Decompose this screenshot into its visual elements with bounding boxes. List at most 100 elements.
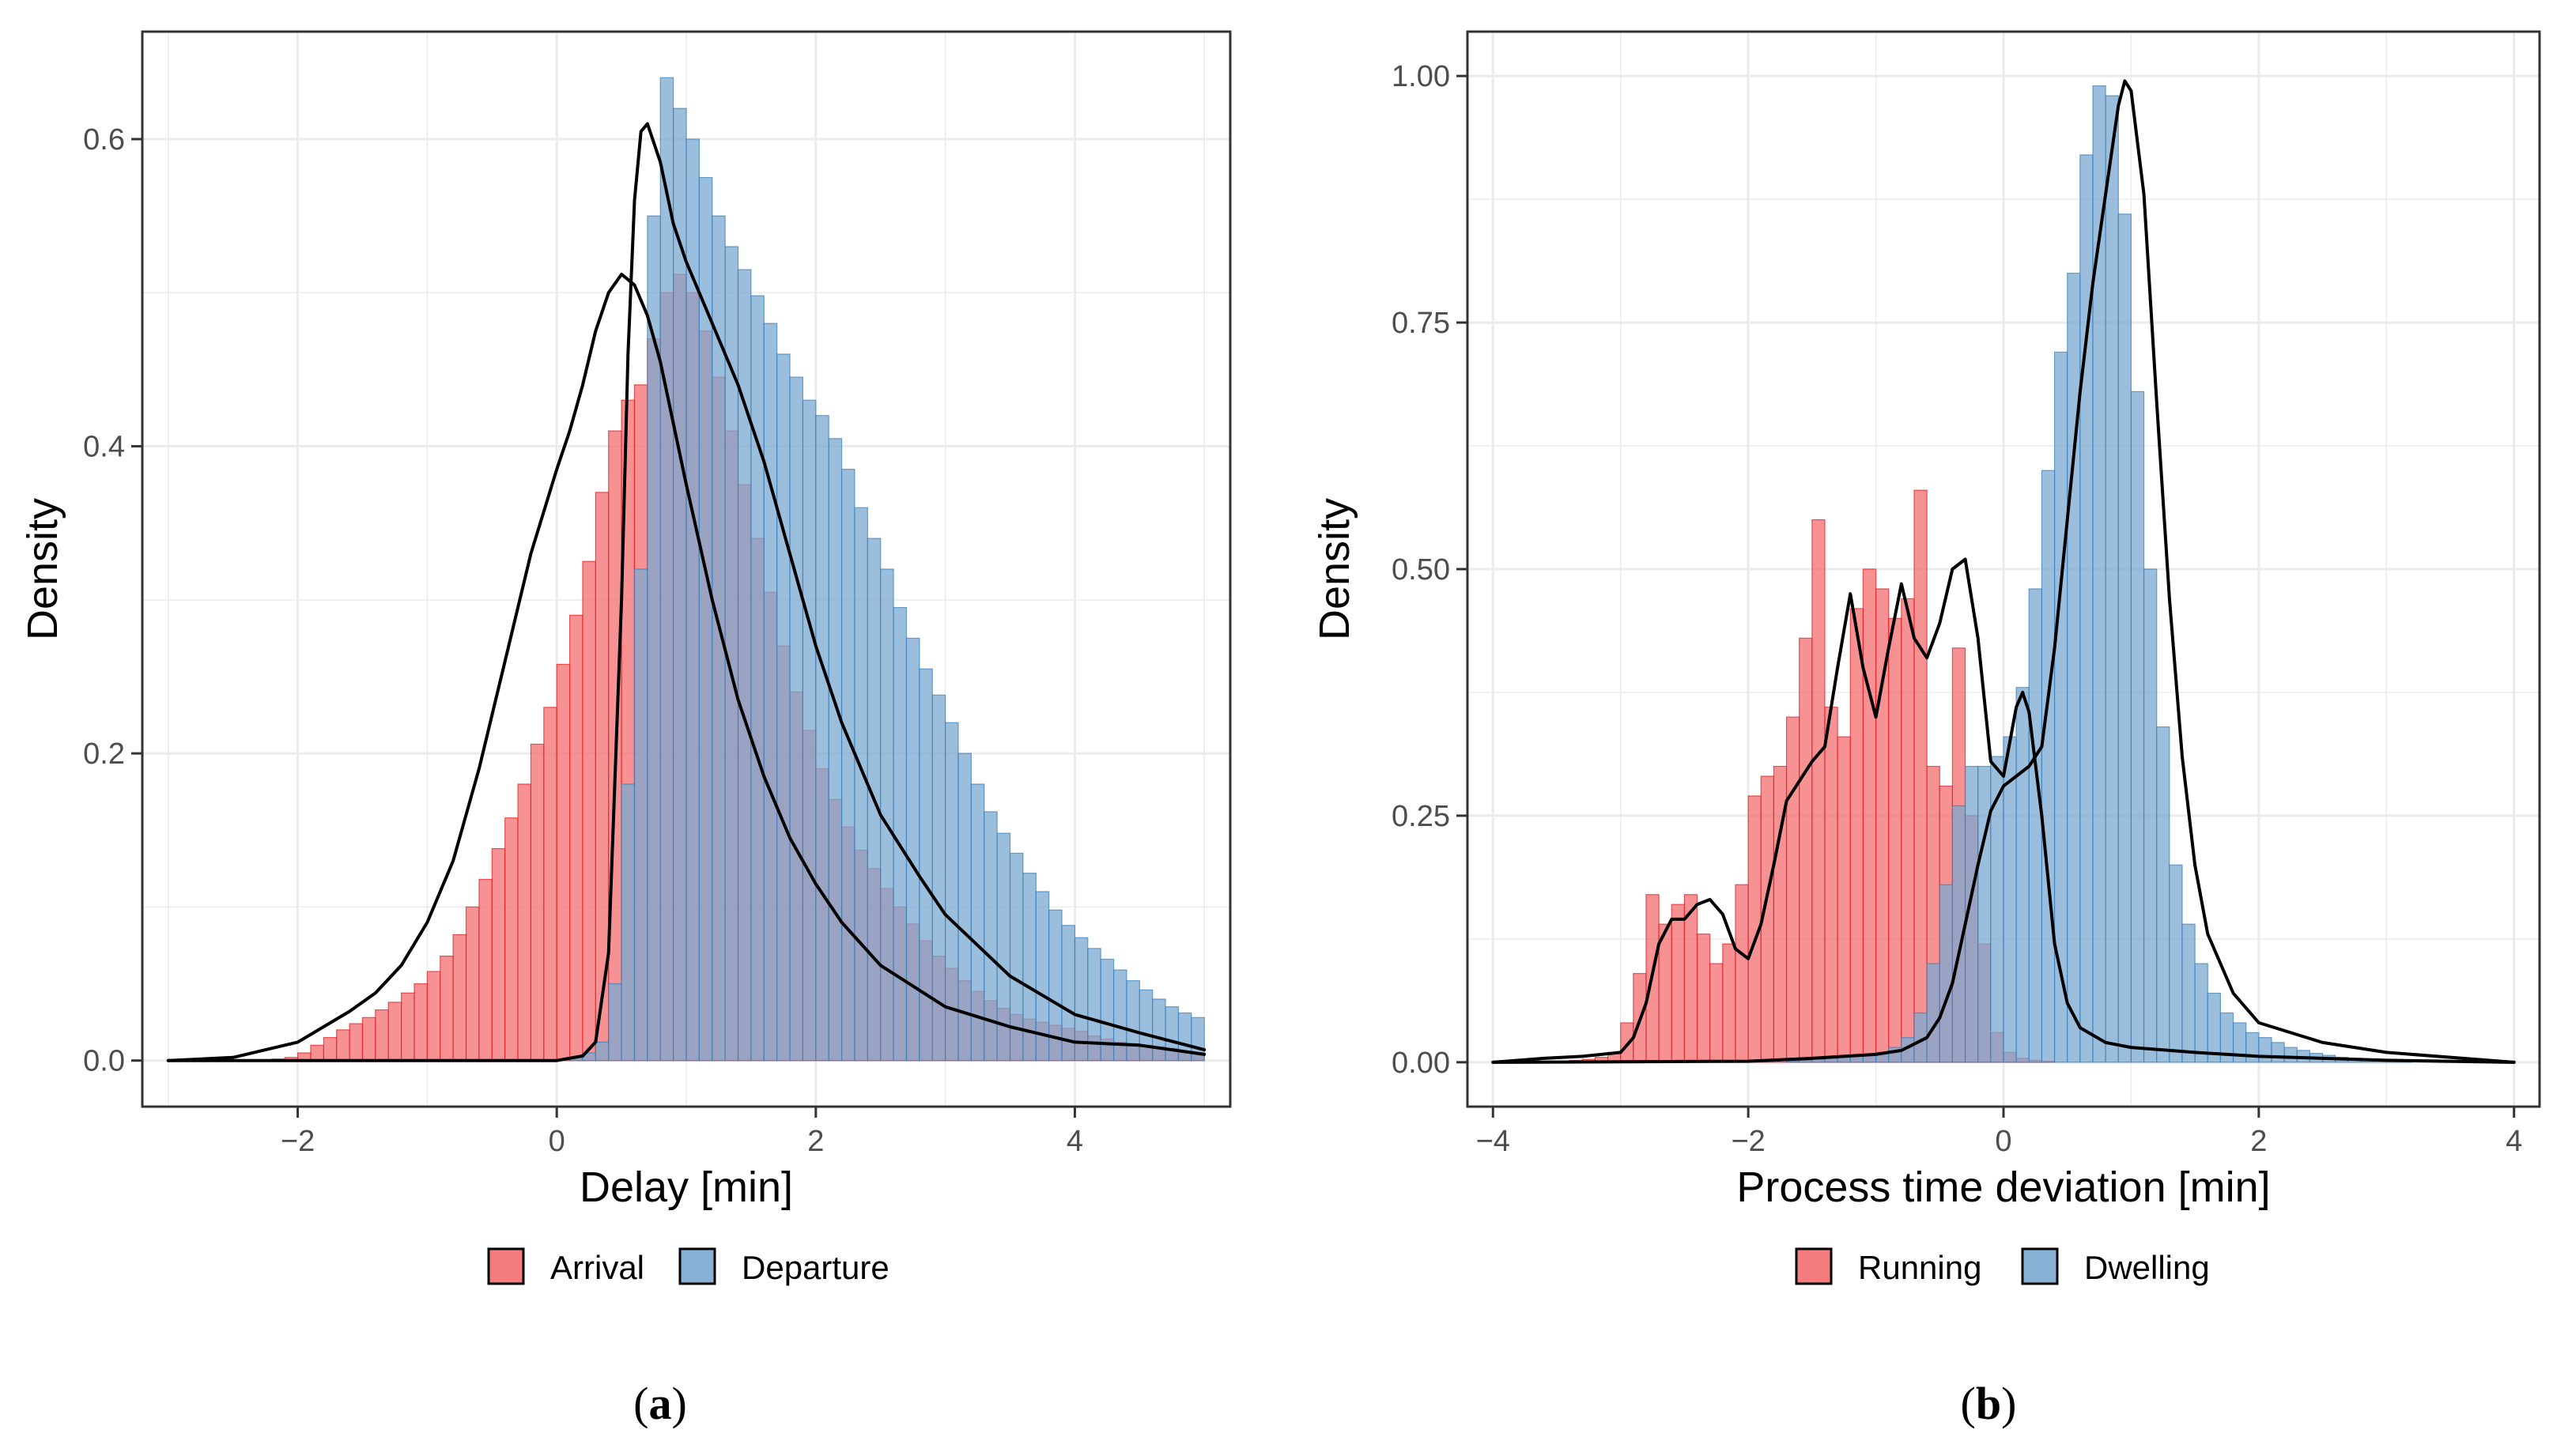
x-tick-label: 4 bbox=[2506, 1125, 2522, 1158]
bar-departure bbox=[880, 568, 894, 1062]
x-tick-label: 0 bbox=[549, 1125, 565, 1158]
bar-dwelling bbox=[2015, 687, 2030, 1063]
bar-arrival bbox=[323, 1036, 338, 1062]
y-axis-ticks: 0.00 0.25 0.50 0.75 1.00 bbox=[1392, 60, 1467, 1080]
bar-departure bbox=[621, 783, 636, 1062]
bar-running bbox=[1862, 568, 1877, 1063]
bar-running bbox=[1785, 716, 1800, 1063]
bar-dwelling bbox=[2143, 568, 2158, 1063]
bar-dwelling bbox=[1939, 884, 1954, 1063]
bar-arrival bbox=[414, 983, 428, 1062]
density-curve-departure bbox=[166, 122, 1207, 1062]
bar-departure bbox=[854, 507, 868, 1062]
y-tick-label: 1.00 bbox=[1392, 60, 1450, 93]
bar-arrival bbox=[361, 1017, 376, 1062]
x-axis-title: Process time deviation [min] bbox=[1736, 1164, 2270, 1211]
panel-caption-b: (b) bbox=[1961, 1378, 2017, 1429]
density-curve-dwelling bbox=[1491, 79, 2516, 1064]
histogram-bars bbox=[271, 77, 1205, 1062]
bar-departure bbox=[595, 1041, 610, 1062]
bar-arrival bbox=[504, 817, 519, 1062]
bar-departure bbox=[776, 353, 791, 1062]
bar-arrival bbox=[517, 783, 532, 1062]
bar-departure bbox=[919, 668, 933, 1062]
bar-running bbox=[1913, 489, 1928, 1063]
bar-dwelling bbox=[1977, 765, 1992, 1063]
panel-a: −2 0 2 4 0.0 0.2 0.4 0.6 Delay [min] Density A… bbox=[19, 30, 1232, 1429]
bar-running bbox=[1837, 736, 1851, 1063]
bar-running bbox=[1683, 894, 1698, 1063]
x-tick-label: 4 bbox=[1067, 1125, 1083, 1158]
y-axis-ticks: 0.0 0.2 0.4 0.6 bbox=[83, 123, 142, 1078]
x-tick-label: −2 bbox=[281, 1125, 315, 1158]
y-tick-label: 0.25 bbox=[1392, 800, 1450, 833]
bar-departure bbox=[659, 77, 674, 1062]
x-axis-title: Delay [min] bbox=[580, 1164, 793, 1211]
bar-departure bbox=[905, 637, 920, 1062]
bar-running bbox=[1620, 1022, 1634, 1063]
bar-dwelling bbox=[1799, 1059, 1813, 1063]
density-curve-running bbox=[1491, 557, 2516, 1064]
bar-departure bbox=[840, 469, 855, 1062]
bar-departure bbox=[1139, 989, 1154, 1062]
y-tick-label: 0.00 bbox=[1392, 1047, 1450, 1080]
caption-letter: b bbox=[1976, 1378, 2001, 1429]
bar-departure bbox=[802, 399, 817, 1062]
bar-dwelling bbox=[2117, 213, 2132, 1063]
bar-running bbox=[1799, 637, 1813, 1063]
bar-dwelling bbox=[1926, 963, 1940, 1063]
bar-arrival bbox=[582, 560, 596, 1062]
legend: Running Dwelling bbox=[1795, 1247, 2210, 1286]
bar-departure bbox=[815, 415, 829, 1062]
x-axis-ticks: −4 −2 0 2 4 bbox=[1476, 1107, 2522, 1158]
panel-caption-a: (a) bbox=[633, 1378, 687, 1429]
x-tick-label: −2 bbox=[1731, 1125, 1765, 1158]
bar-arrival bbox=[491, 847, 506, 1062]
legend-swatch-arrival bbox=[487, 1247, 525, 1285]
bar-dwelling bbox=[2271, 1042, 2285, 1063]
bar-arrival bbox=[426, 971, 441, 1062]
bar-arrival bbox=[465, 906, 480, 1062]
bar-running bbox=[1722, 943, 1736, 1063]
bar-running bbox=[1709, 963, 1724, 1063]
y-tick-label: 0.4 bbox=[83, 431, 125, 464]
bar-departure bbox=[828, 438, 843, 1062]
y-tick-label: 0.6 bbox=[83, 123, 125, 157]
bar-departure bbox=[608, 983, 622, 1062]
bar-dwelling bbox=[2041, 470, 2056, 1063]
bar-running bbox=[1671, 903, 1686, 1063]
legend: Arrival Departure bbox=[487, 1247, 889, 1286]
bar-dwelling bbox=[2028, 588, 2043, 1063]
legend-label-dwelling: Dwelling bbox=[2084, 1249, 2210, 1286]
bar-dwelling bbox=[2194, 963, 2208, 1063]
bar-departure bbox=[1165, 1006, 1180, 1062]
bar-running bbox=[1901, 598, 1915, 1063]
y-tick-label: 0.0 bbox=[83, 1045, 125, 1078]
bar-arrival bbox=[530, 743, 545, 1062]
bar-arrival bbox=[440, 955, 454, 1062]
caption-letter: a bbox=[649, 1378, 672, 1429]
bar-arrival bbox=[452, 934, 467, 1062]
bar-dwelling bbox=[2105, 95, 2119, 1063]
bar-dwelling bbox=[2156, 726, 2170, 1063]
bar-running bbox=[1888, 617, 1902, 1063]
bar-departure bbox=[673, 108, 687, 1062]
bar-departure bbox=[893, 606, 908, 1062]
legend-swatch-running bbox=[1795, 1247, 1833, 1285]
bar-dwelling bbox=[2181, 923, 2196, 1063]
legend-label-arrival: Arrival bbox=[550, 1249, 644, 1286]
y-axis-title: Density bbox=[1311, 498, 1358, 640]
bar-departure bbox=[1112, 969, 1127, 1062]
bar-arrival bbox=[336, 1029, 350, 1062]
x-tick-label: 2 bbox=[807, 1125, 824, 1158]
bar-arrival bbox=[401, 992, 415, 1062]
legend-swatch-dwelling bbox=[2021, 1247, 2059, 1285]
bar-arrival bbox=[556, 663, 571, 1062]
plot-border bbox=[141, 30, 1232, 1108]
x-tick-label: 2 bbox=[2250, 1125, 2267, 1158]
bar-dwelling bbox=[2067, 273, 2081, 1063]
panel-b: −4 −2 0 2 4 0.00 0.25 0.50 0.75 1.00 Process tim… bbox=[1311, 30, 2541, 1429]
bar-departure bbox=[1152, 998, 1166, 1062]
bar-arrival bbox=[375, 1009, 389, 1062]
bar-dwelling bbox=[2169, 864, 2183, 1063]
